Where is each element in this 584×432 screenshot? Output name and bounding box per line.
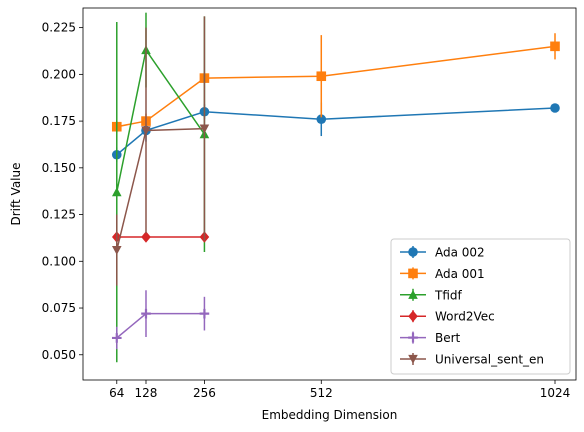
legend-marker: [408, 247, 418, 257]
data-point: [550, 103, 560, 113]
y-tick-label: 0.075: [42, 301, 76, 315]
data-point: [111, 333, 122, 343]
x-tick-label: 64: [109, 386, 124, 400]
data-point: [111, 187, 122, 197]
y-tick-label: 0.050: [42, 348, 76, 362]
legend-entry: Tfidf: [400, 288, 463, 302]
legend-marker: [408, 332, 418, 343]
legend-entry: Ada 001: [400, 267, 485, 281]
data-point: [550, 41, 560, 52]
y-tick-label: 0.150: [42, 161, 76, 175]
plot-frame: [82, 7, 577, 381]
legend-label: Bert: [435, 331, 461, 345]
legend-entry: Word2Vec: [400, 310, 495, 324]
data-point: [141, 308, 151, 319]
y-tick-label: 0.175: [42, 114, 76, 128]
x-tick-label: 512: [310, 386, 333, 400]
series-layer: [111, 12, 560, 363]
data-point: [111, 246, 122, 255]
y-axis-ticks: 0.050 0.075 0.100 0.125 0.150 0.175 0.200 0.225: [42, 21, 83, 362]
legend-marker: [408, 290, 418, 299]
data-point: [316, 114, 327, 125]
y-tick-label: 0.200: [42, 67, 76, 81]
y-tick-label: 0.225: [42, 21, 76, 35]
data-point: [141, 126, 151, 136]
x-tick-label: 128: [135, 386, 158, 400]
legend-marker: [408, 354, 418, 364]
legend-label: Ada 002: [435, 246, 485, 260]
legend-marker: [408, 310, 418, 322]
series-bert: [111, 290, 210, 350]
y-tick-label: 0.125: [42, 208, 76, 222]
data-point: [316, 71, 327, 82]
y-tick-label: 0.100: [42, 254, 76, 268]
legend-entry: Ada 002: [400, 246, 485, 260]
legend-box: [390, 238, 571, 375]
data-point: [199, 308, 210, 319]
x-tick-label: 256: [193, 386, 216, 400]
legend-label: Ada 001: [435, 267, 485, 281]
legend-entry: Universal_sent_en: [400, 353, 544, 367]
x-axis-ticks: 64 128 256 512 1024: [109, 380, 570, 400]
y-axis-label: Drift Value: [9, 163, 23, 226]
series-universal-sent-en: [111, 16, 210, 286]
data-point: [199, 124, 210, 134]
legend-label: Tfidf: [434, 288, 463, 302]
legend-entry: Bert: [400, 331, 461, 345]
legend-label: Universal_sent_en: [435, 353, 544, 367]
x-tick-label: 1024: [540, 386, 571, 400]
legend: Ada 002 Ada 001 Tfidf Word2Vec Bert Universal…: [390, 238, 571, 375]
legend-label: Word2Vec: [435, 310, 495, 324]
x-axis-label: Embedding Dimension: [262, 408, 398, 422]
data-point: [141, 231, 151, 243]
legend-marker: [408, 268, 418, 279]
